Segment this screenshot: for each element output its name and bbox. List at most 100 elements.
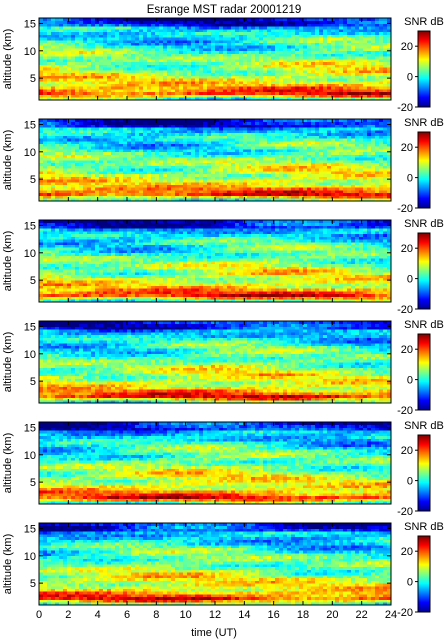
heatmap-cell xyxy=(99,45,104,49)
heatmap-cell xyxy=(231,151,236,155)
heatmap-cell xyxy=(299,151,304,155)
heatmap-cell xyxy=(187,132,192,136)
heatmap-cell xyxy=(323,89,328,93)
heatmap-cell xyxy=(63,23,68,27)
heatmap-cell xyxy=(255,89,260,93)
heatmap-cell xyxy=(99,151,104,155)
heatmap-cell xyxy=(167,34,172,38)
heatmap-cell xyxy=(75,28,80,33)
heatmap-cell xyxy=(259,83,264,87)
heatmap-cell xyxy=(267,198,272,202)
heatmap-cell xyxy=(351,50,356,54)
heatmap-cell xyxy=(279,119,284,123)
heatmap-cell xyxy=(87,37,92,41)
heatmap-cell xyxy=(259,59,264,63)
heatmap-cell xyxy=(287,190,292,194)
heatmap-cell xyxy=(315,121,320,125)
heatmap-cell xyxy=(335,23,340,27)
heatmap-cell xyxy=(275,23,280,27)
heatmap-cell xyxy=(155,64,160,68)
heatmap-cell xyxy=(295,154,300,158)
heatmap-cell xyxy=(215,80,220,84)
heatmap-cell xyxy=(159,89,164,93)
heatmap-cell xyxy=(171,173,176,177)
heatmap-cell xyxy=(75,97,80,101)
heatmap-cell xyxy=(211,53,216,57)
heatmap-cell xyxy=(127,179,132,183)
heatmap-cell xyxy=(307,72,312,76)
heatmap-cell xyxy=(295,160,300,164)
heatmap-cell xyxy=(71,121,76,125)
heatmap-cell xyxy=(79,195,84,199)
heatmap-cell xyxy=(139,190,144,194)
heatmap-cell xyxy=(135,64,140,68)
heatmap-cell xyxy=(211,160,216,164)
heatmap-cell xyxy=(167,170,172,175)
heatmap-cell xyxy=(319,195,324,199)
heatmap-cell xyxy=(103,162,108,166)
heatmap-cell xyxy=(303,18,308,22)
heatmap-cell xyxy=(191,83,196,87)
heatmap-cell xyxy=(339,78,344,82)
heatmap-cell xyxy=(307,75,312,79)
heatmap-cell xyxy=(79,91,84,95)
heatmap-cell xyxy=(99,165,104,169)
heatmap-cell xyxy=(115,119,120,123)
heatmap-cell xyxy=(83,198,88,202)
heatmap-cell xyxy=(319,124,324,128)
heatmap-cell xyxy=(203,26,208,30)
heatmap-cell xyxy=(255,143,260,147)
heatmap-cell xyxy=(343,132,348,136)
heatmap-cell xyxy=(303,154,308,158)
heatmap-cell xyxy=(107,170,112,175)
heatmap-cell xyxy=(159,149,164,153)
heatmap-cell xyxy=(115,53,120,57)
heatmap-cell xyxy=(127,165,132,169)
heatmap-cell xyxy=(251,50,256,54)
heatmap-cell xyxy=(59,80,64,84)
heatmap-cell xyxy=(371,37,376,41)
heatmap-cell xyxy=(107,31,112,35)
heatmap-cell xyxy=(195,39,200,43)
heatmap-cell xyxy=(347,48,352,52)
heatmap-cell xyxy=(39,42,44,46)
heatmap-cell xyxy=(223,119,228,123)
heatmap-cell xyxy=(223,135,228,139)
heatmap-cell xyxy=(47,48,52,52)
heatmap-cell xyxy=(75,119,80,123)
heatmap-cell xyxy=(259,143,264,147)
heatmap-cell xyxy=(119,198,124,202)
heatmap-cell xyxy=(127,18,132,22)
heatmap-cell xyxy=(255,80,260,84)
heatmap-cell xyxy=(351,39,356,43)
heatmap-cell xyxy=(111,154,116,158)
heatmap-cell xyxy=(303,119,308,123)
heatmap-cell xyxy=(303,69,308,74)
heatmap-cell xyxy=(275,89,280,93)
heatmap-cell xyxy=(327,198,332,202)
heatmap-cell xyxy=(79,173,84,177)
heatmap-cell xyxy=(115,143,120,147)
heatmap-cell xyxy=(123,179,128,183)
heatmap-cell xyxy=(323,50,328,54)
heatmap-cell xyxy=(291,179,296,183)
heatmap-cell xyxy=(191,64,196,68)
heatmap-cell xyxy=(199,94,204,98)
heatmap-cell xyxy=(339,59,344,63)
heatmap-cell xyxy=(187,192,192,196)
heatmap-cell xyxy=(291,37,296,41)
heatmap-cell xyxy=(279,135,284,139)
heatmap-cell xyxy=(359,42,364,46)
heatmap-cell xyxy=(255,121,260,125)
heatmap-cell xyxy=(115,179,120,183)
heatmap-cell xyxy=(207,53,212,57)
heatmap-cell xyxy=(119,138,124,142)
heatmap-cell xyxy=(67,78,72,82)
heatmap-cell xyxy=(275,165,280,169)
heatmap-cell xyxy=(303,190,308,194)
heatmap-cell xyxy=(111,23,116,27)
heatmap-cell xyxy=(151,181,156,185)
heatmap-cell xyxy=(311,179,316,183)
heatmap-cell xyxy=(119,176,124,180)
heatmap-cell xyxy=(215,146,220,150)
